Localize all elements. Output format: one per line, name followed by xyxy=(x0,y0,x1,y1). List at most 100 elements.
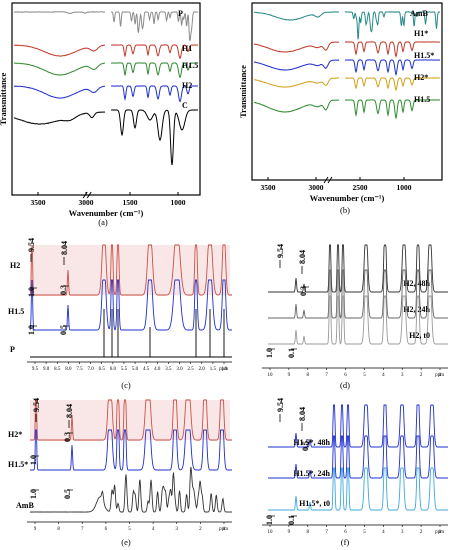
integral-value: 0.1 xyxy=(287,515,296,525)
series-line-H2* xyxy=(30,399,232,441)
integral-value: 0.5 xyxy=(63,489,72,499)
x-tick-label: 10 xyxy=(268,530,274,535)
series-line-H1.5 xyxy=(13,62,199,79)
x-tick-label: 1 xyxy=(439,530,442,535)
integral-value: 0.3 xyxy=(299,286,308,296)
x-tick-label: 3 xyxy=(401,373,404,378)
integral-value: 0.3 xyxy=(63,432,72,442)
integral-value: 0.5 xyxy=(59,325,68,335)
panel-b: AmB H1* H1.5* H2* H1.5 3500 3000 2500 1000 Transm… xyxy=(238,2,443,215)
series-line-AmB xyxy=(29,466,232,513)
x-tick-label: 9.0 xyxy=(43,367,50,372)
series-label-AmB: AmB xyxy=(410,9,428,18)
series-line-H1* xyxy=(253,41,441,58)
x-tick-label: 4 xyxy=(382,373,385,378)
x-tick-label: 3000 xyxy=(79,198,94,207)
x-tick-label: 9.5 xyxy=(32,367,39,372)
highlight-band xyxy=(30,400,230,440)
x-tick-label: 5 xyxy=(363,373,366,378)
integral-value: 0.1 xyxy=(287,348,296,358)
x-tick-label: 3.5 xyxy=(165,367,172,372)
series-label-H2*: H2* xyxy=(414,73,428,82)
series-line-C xyxy=(13,109,198,166)
peak-label: 9.54 xyxy=(276,244,285,258)
x-tick-label: 4 xyxy=(382,530,385,535)
series-line-H1.5 xyxy=(29,279,232,331)
y-axis-title: Transmittance xyxy=(0,72,8,125)
series-label-H1: H1 xyxy=(182,44,192,53)
x-tick-label: 4 xyxy=(152,527,155,532)
x-tick-label: 7.0 xyxy=(87,367,94,372)
panel-a: P H1 H1.5 H2 C 3500 3000 1500 1000 Transmittance W… xyxy=(0,2,201,227)
series-label-H1.5*, 24h: H1.5*, 24h xyxy=(293,469,330,478)
series-line-H1 xyxy=(13,44,198,60)
axis-break-mark xyxy=(323,176,333,184)
x-tick-label: 2 xyxy=(420,373,423,378)
series-label-H2: H2 xyxy=(10,261,20,270)
x-tick-label: 5.5 xyxy=(121,367,128,372)
integral-value: 0.5 xyxy=(301,441,310,451)
x-axis-unit: ppm xyxy=(435,373,444,378)
x-tick-label: 1.0 xyxy=(221,367,228,372)
panel-label: (c) xyxy=(121,380,131,390)
x-tick-label: 8 xyxy=(57,527,60,532)
x-tick-label: 6.5 xyxy=(99,367,106,372)
x-tick-label: 1000 xyxy=(171,198,186,207)
series-label-H1.5*: H1.5* xyxy=(8,460,28,469)
plot-frame xyxy=(251,2,443,181)
integral-value: 1.0 xyxy=(29,455,38,465)
series-label-H1.5*, 48h: H1.5*, 48h xyxy=(293,438,330,447)
series-label-H2*: H2* xyxy=(8,430,22,439)
integral-value: 1.0 xyxy=(27,287,36,297)
x-tick-label: 2.5 xyxy=(188,367,195,372)
x-tick-label: 10 xyxy=(268,373,274,378)
x-tick-label: 1 xyxy=(439,373,442,378)
x-tick-label: 7 xyxy=(325,373,328,378)
x-tick-label: 2.0 xyxy=(199,367,206,372)
x-tick-label: 8 xyxy=(307,373,310,378)
series-label-P: P xyxy=(178,9,183,18)
series-label-H1.5: H1.5 xyxy=(8,307,24,316)
x-tick-label: 3000 xyxy=(309,183,324,192)
series-line-H2, 24h xyxy=(268,269,448,319)
series-label-P: P xyxy=(10,345,15,354)
x-tick-label: 3 xyxy=(176,527,179,532)
x-tick-label: 3.0 xyxy=(176,367,183,372)
series-line-H2, t0 xyxy=(268,295,448,345)
integral-value: 1.0 xyxy=(265,515,274,525)
series-line-H2 xyxy=(13,85,198,103)
integral-value: 1.0 xyxy=(27,325,36,335)
x-tick-label: 5.0 xyxy=(132,367,139,372)
integral-value: 1.0 xyxy=(265,348,274,358)
x-tick-label: 3500 xyxy=(31,198,46,207)
x-axis-unit: ppm xyxy=(219,367,228,372)
x-tick-label: 6 xyxy=(344,530,347,535)
panel-e: H2* H1.5* AmB 9.54 8.04 1.0 0.3 1.0 0.5 9 8 7 6 5 4 3 2 1… xyxy=(8,398,232,547)
peak-label: 9.54 xyxy=(32,398,41,412)
series-line-H1.5* xyxy=(253,59,441,77)
x-axis-unit: ppm xyxy=(219,527,228,532)
x-tick-label: 2 xyxy=(199,527,202,532)
x-tick-label: 1 xyxy=(223,527,226,532)
x-axis-unit: ppm xyxy=(435,530,444,535)
x-tick-label: 4.0 xyxy=(154,367,161,372)
panel-label: (b) xyxy=(340,205,350,215)
panel-c: H2 H1.5 P 9.54 8.04 1.0 0.3 1.0 0.5 9.5 9.0 8.5 8.0 7… xyxy=(8,238,232,390)
series-line-H2* xyxy=(254,77,440,92)
series-line-P xyxy=(30,309,232,358)
x-tick-label: 7 xyxy=(325,530,328,535)
integral-value: 0.3 xyxy=(59,285,68,295)
x-tick-label: 7 xyxy=(81,527,84,532)
x-tick-label: 4.5 xyxy=(143,367,150,372)
x-tick-label: 6 xyxy=(105,527,108,532)
peak-label: 8.04 xyxy=(298,407,307,421)
x-tick-label: 2500 xyxy=(353,183,368,192)
x-axis-title: Wavenumber (cm⁻¹) xyxy=(310,193,385,203)
series-label-H1.5: H1.5 xyxy=(182,61,198,70)
series-line-H1.5* xyxy=(30,429,232,471)
panel-label: (d) xyxy=(340,380,350,390)
series-line-AmB xyxy=(253,11,440,40)
x-axis-title: Wavenumber (cm⁻¹) xyxy=(69,208,144,218)
